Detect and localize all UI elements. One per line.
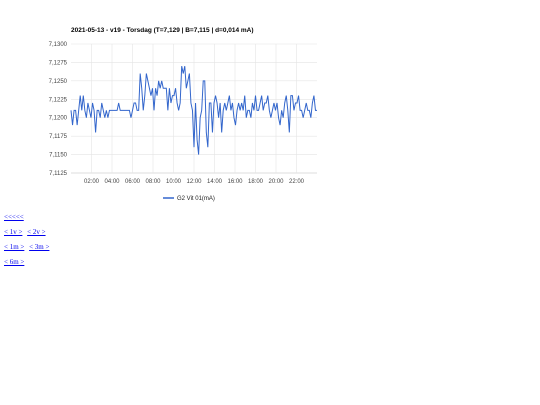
y-tick-label: 7,1275 [49, 60, 68, 66]
x-tick-label: 06:00 [125, 179, 141, 185]
y-tick-label: 7,1300 [49, 42, 68, 48]
nav-row-all: <<<<< [4, 213, 27, 221]
y-tick-label: 7,1250 [49, 79, 68, 85]
series-line-g2-vit-01 [70, 66, 317, 155]
nav-link-1m[interactable]: < 1m > [4, 243, 25, 251]
nav-row-6m: < 6m > [4, 258, 27, 266]
x-axis-ticks: 02:00 04:00 06:00 08:00 10:00 12:00 14:00 16:00… [84, 179, 305, 185]
x-tick-label: 08:00 [145, 179, 161, 185]
nav-link-all[interactable]: <<<<< [4, 213, 24, 221]
x-tick-label: 12:00 [186, 179, 202, 185]
legend-label: G2 Vit 01(mA) [177, 196, 215, 202]
y-tick-label: 7,1175 [49, 134, 68, 140]
legend: G2 Vit 01(mA) [163, 196, 215, 202]
y-tick-label: 7,1225 [49, 97, 68, 103]
x-tick-label: 04:00 [104, 179, 120, 185]
line-chart: 2021-05-13 - v19 - Torsdag (T=7,129 | B=… [49, 27, 317, 202]
x-tick-label: 02:00 [84, 179, 100, 185]
x-tick-label: 16:00 [227, 179, 243, 185]
x-tick-label: 22:00 [289, 179, 305, 185]
x-tick-label: 10:00 [166, 179, 182, 185]
nav-link-2v[interactable]: < 2v > [27, 228, 46, 236]
x-tick-label: 14:00 [207, 179, 223, 185]
nav-link-6m[interactable]: < 6m > [4, 258, 25, 266]
y-tick-label: 7,1200 [49, 116, 68, 122]
y-axis-ticks: 7,1125 7,1150 7,1175 7,1200 7,1225 7,1250 7,12… [49, 42, 68, 177]
nav-row-weeks: < 1v > < 2v > [4, 228, 49, 236]
nav-row-months: < 1m > < 3m > [4, 243, 52, 251]
chart-grid [71, 43, 317, 174]
x-tick-label: 20:00 [268, 179, 284, 185]
x-tick-label: 18:00 [248, 179, 264, 185]
y-tick-label: 7,1150 [49, 153, 68, 159]
y-tick-label: 7,1125 [49, 171, 68, 177]
nav-link-1v[interactable]: < 1v > [4, 228, 23, 236]
chart-title: 2021-05-13 - v19 - Torsdag (T=7,129 | B=… [71, 27, 254, 34]
nav-link-3m[interactable]: < 3m > [29, 243, 50, 251]
